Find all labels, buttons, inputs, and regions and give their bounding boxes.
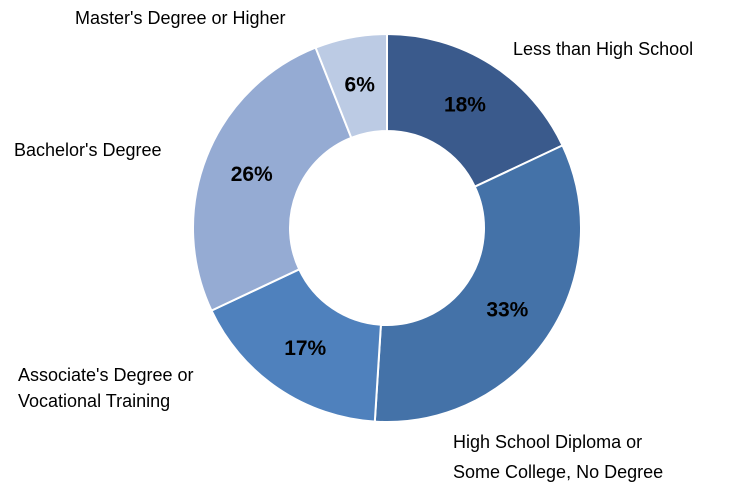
category-label-line: Less than High School (513, 39, 693, 59)
category-label-less-than-high-school: Less than High School (513, 39, 693, 59)
category-label-associate-s-degree-or-vocational-training: Associate's Degree or Vocational Training (18, 365, 194, 411)
donut-slice-bachelor-s-degree (192, 46, 353, 312)
value-label-associate-s-degree-or-vocational-training: 17% (284, 337, 326, 360)
slices-layer (192, 32, 582, 423)
category-label-line: Associate's Degree or (18, 365, 194, 385)
category-label-bachelor-s-degree: Bachelor's Degree (14, 140, 162, 160)
donut-slice-associate-s-degree-or-vocational-training (210, 267, 382, 423)
category-labels-layer: Less than High School High School Diploma… (14, 8, 693, 482)
category-label-high-school-diploma-or-some-college-no-degree: High School Diploma or Some College, No D… (453, 432, 663, 482)
donut-slice-master-s-degree-or-higher (314, 32, 388, 140)
value-labels-layer: 18% 33% 17% 26% 6% (231, 74, 529, 360)
category-label-line: Vocational Training (18, 391, 170, 411)
value-label-master-s-degree-or-higher: 6% (345, 74, 376, 97)
category-label-line: Bachelor's Degree (14, 140, 162, 160)
value-label-less-than-high-school: 18% (444, 94, 486, 117)
donut-slice-high-school-diploma-or-some-college-no-degree (373, 144, 582, 423)
category-label-line: High School Diploma or (453, 432, 642, 452)
value-label-bachelor-s-degree: 26% (231, 163, 273, 186)
category-label-master-s-degree-or-higher: Master's Degree or Higher (75, 8, 286, 28)
donut-slice-less-than-high-school (386, 32, 564, 189)
value-label-high-school-diploma-or-some-college-no-degree: 33% (486, 298, 528, 321)
category-label-line: Master's Degree or Higher (75, 8, 286, 28)
category-label-line: Some College, No Degree (453, 462, 663, 482)
